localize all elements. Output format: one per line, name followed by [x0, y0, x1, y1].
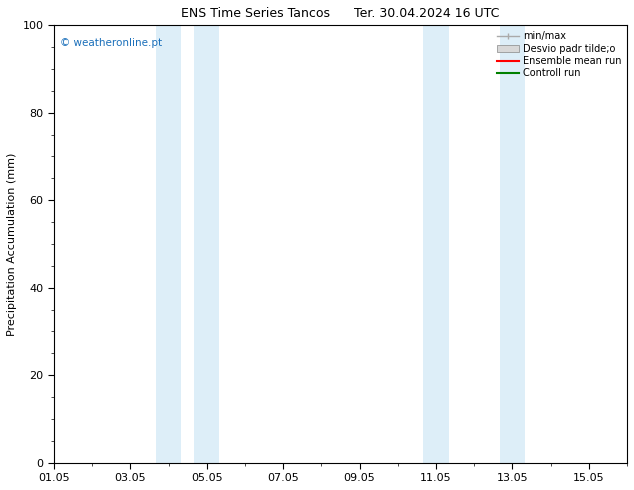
Legend: min/max, Desvio padr tilde;o, Ensemble mean run, Controll run: min/max, Desvio padr tilde;o, Ensemble m…	[495, 28, 624, 81]
Bar	[424, 25, 449, 463]
Y-axis label: Precipitation Accumulation (mm): Precipitation Accumulation (mm)	[7, 152, 17, 336]
Text: © weatheronline.pt: © weatheronline.pt	[60, 38, 162, 49]
Bar	[500, 25, 525, 463]
Bar	[156, 25, 181, 463]
Bar	[194, 25, 219, 463]
Title: ENS Time Series Tancos      Ter. 30.04.2024 16 UTC: ENS Time Series Tancos Ter. 30.04.2024 1…	[181, 7, 500, 20]
